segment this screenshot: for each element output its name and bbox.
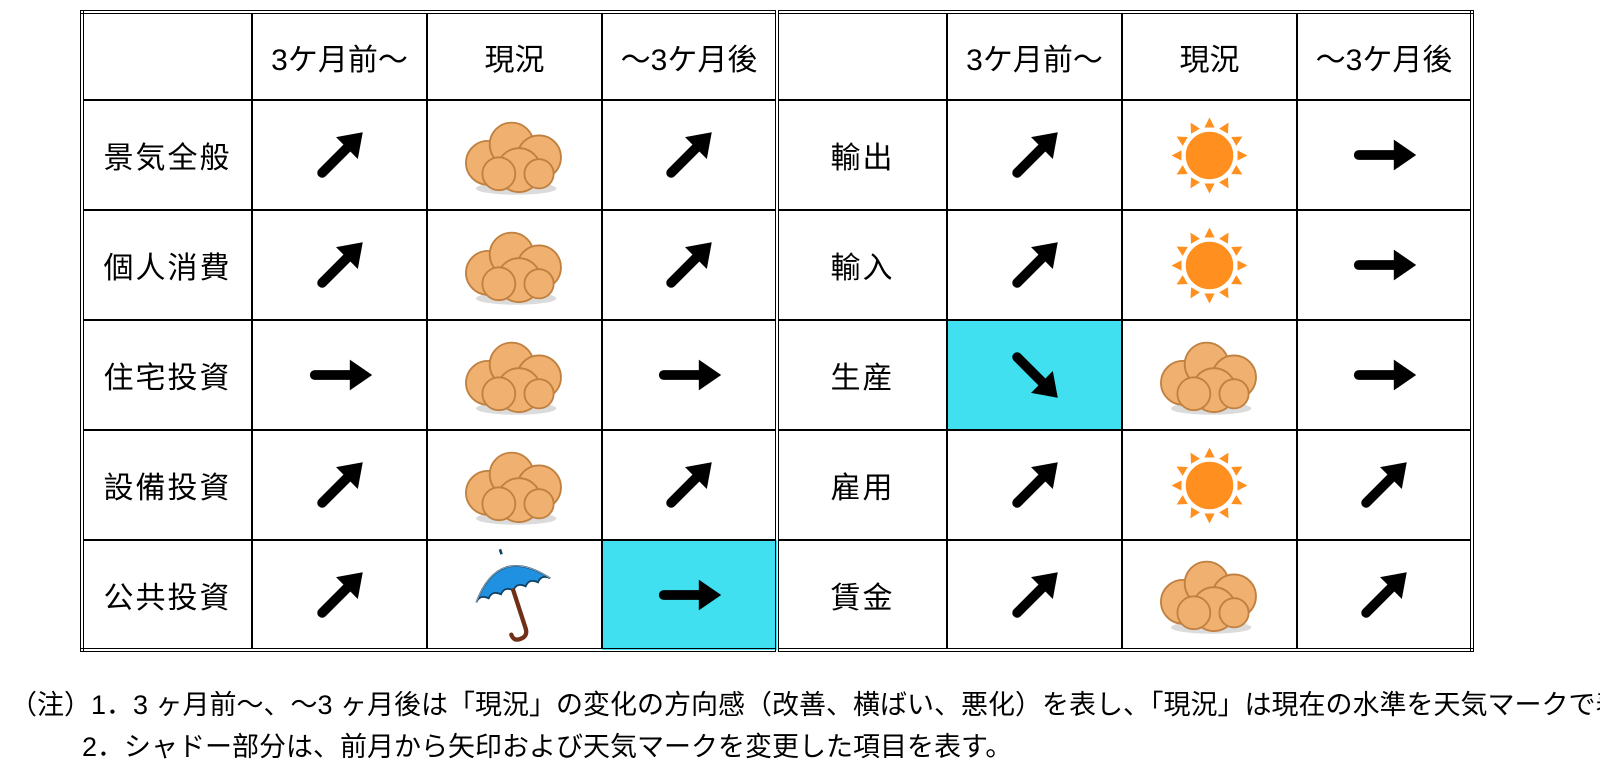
cell-before (947, 100, 1122, 210)
cell-after (1297, 210, 1472, 320)
cloud-icon (455, 328, 574, 423)
cell-before (252, 320, 427, 430)
arrow-right-icon (1349, 120, 1419, 190)
arrow-up-right-icon (654, 230, 724, 300)
cell-now (427, 320, 602, 430)
header-row: 3ケ月前～ 現況 ～3ケ月後 3ケ月前～ 現況 ～3ケ月後 (82, 12, 1472, 100)
row-label-left: 公共投資 (82, 540, 252, 650)
indicator-grid: 3ケ月前～ 現況 ～3ケ月後 3ケ月前～ 現況 ～3ケ月後 景気全般 (80, 10, 1474, 652)
cell-after (602, 430, 777, 540)
sun-icon (1162, 438, 1257, 533)
arrow-up-right-icon (305, 120, 375, 190)
header-right-3: ～3ケ月後 (1297, 12, 1472, 100)
economic-indicator-table: 3ケ月前～ 現況 ～3ケ月後 3ケ月前～ 現況 ～3ケ月後 景気全般 (0, 0, 1600, 783)
arrow-right-icon (1349, 230, 1419, 300)
row-label-right: 賃金 (777, 540, 947, 650)
row-label-left: 設備投資 (82, 430, 252, 540)
arrow-right-icon (654, 340, 724, 410)
header-left-0 (82, 12, 252, 100)
cloud-icon (455, 108, 574, 203)
cell-now (427, 210, 602, 320)
cell-after (602, 540, 777, 650)
cell-before (252, 540, 427, 650)
cell-now (1122, 320, 1297, 430)
arrow-up-right-icon (654, 450, 724, 520)
cell-now (427, 540, 602, 650)
arrow-up-right-icon (1349, 450, 1419, 520)
arrow-right-icon (654, 560, 724, 630)
arrow-up-right-icon (1000, 450, 1070, 520)
cell-after (1297, 430, 1472, 540)
header-right-0 (777, 12, 947, 100)
table-row: 設備投資 雇用 (82, 430, 1472, 540)
cell-before (252, 210, 427, 320)
cell-after (602, 100, 777, 210)
arrow-up-right-icon (305, 230, 375, 300)
footnote-1: （注）1．3 ヶ月前～、～3 ヶ月後は「現況」の変化の方向感（改善、横ばい、悪化… (10, 685, 1600, 727)
cell-before (252, 430, 427, 540)
arrow-right-icon (1349, 340, 1419, 410)
arrow-up-right-icon (1000, 120, 1070, 190)
cell-now (1122, 430, 1297, 540)
umbrella-icon (460, 547, 569, 642)
table-row: 公共投資 賃金 (82, 540, 1472, 650)
sun-icon (1162, 218, 1257, 313)
row-label-left: 住宅投資 (82, 320, 252, 430)
arrow-up-right-icon (305, 560, 375, 630)
cell-after (602, 320, 777, 430)
arrow-up-right-icon (1000, 230, 1070, 300)
cell-now (427, 430, 602, 540)
footnote-2: 2．シャドー部分は、前月から矢印および天気マークを変更した項目を表す。 (10, 727, 1600, 769)
arrow-up-right-icon (305, 450, 375, 520)
row-label-right: 輸入 (777, 210, 947, 320)
footnotes: （注）1．3 ヶ月前～、～3 ヶ月後は「現況」の変化の方向感（改善、横ばい、悪化… (10, 685, 1600, 769)
table-row: 個人消費 輸入 (82, 210, 1472, 320)
cell-before (252, 100, 427, 210)
arrow-up-right-icon (1349, 560, 1419, 630)
cell-after (1297, 100, 1472, 210)
cell-now (1122, 210, 1297, 320)
cell-before (947, 430, 1122, 540)
cloud-icon (1150, 547, 1269, 642)
arrow-up-right-icon (654, 120, 724, 190)
cell-after (1297, 540, 1472, 650)
arrow-right-icon (305, 340, 375, 410)
cell-before (947, 210, 1122, 320)
arrow-down-right-icon (1000, 340, 1070, 410)
cell-before (947, 540, 1122, 650)
header-right-2: 現況 (1122, 12, 1297, 100)
row-label-left: 個人消費 (82, 210, 252, 320)
cell-after (1297, 320, 1472, 430)
cell-before (947, 320, 1122, 430)
sun-icon (1162, 108, 1257, 203)
header-left-2: 現況 (427, 12, 602, 100)
cloud-icon (1150, 328, 1269, 423)
cell-now (427, 100, 602, 210)
cloud-icon (455, 438, 574, 533)
cell-after (602, 210, 777, 320)
header-left-1: 3ケ月前～ (252, 12, 427, 100)
cell-now (1122, 100, 1297, 210)
header-left-3: ～3ケ月後 (602, 12, 777, 100)
row-label-right: 生産 (777, 320, 947, 430)
arrow-up-right-icon (1000, 560, 1070, 630)
header-right-1: 3ケ月前～ (947, 12, 1122, 100)
cloud-icon (455, 218, 574, 313)
grid-body: 景気全般 輸出 個人消費 (82, 100, 1472, 650)
cell-now (1122, 540, 1297, 650)
row-label-left: 景気全般 (82, 100, 252, 210)
row-label-right: 輸出 (777, 100, 947, 210)
table-row: 住宅投資 生産 (82, 320, 1472, 430)
table-row: 景気全般 輸出 (82, 100, 1472, 210)
row-label-right: 雇用 (777, 430, 947, 540)
